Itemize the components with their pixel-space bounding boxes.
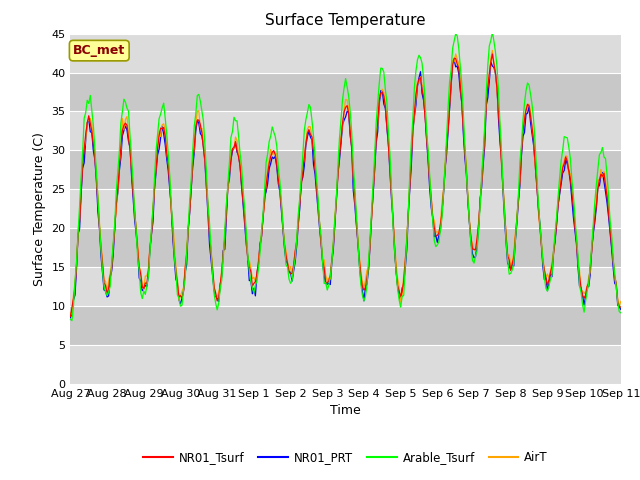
Bar xyxy=(70,111,621,150)
Bar xyxy=(70,345,621,384)
Arable_Tsurf xyxy=(617,310,625,316)
AirT xyxy=(67,310,74,316)
Arable_Tsurf xyxy=(381,86,389,92)
Bar xyxy=(70,34,621,72)
Bar xyxy=(70,228,621,267)
NR01_PRT xyxy=(169,236,177,242)
NR01_PRT xyxy=(451,57,458,63)
Title: Surface Temperature: Surface Temperature xyxy=(266,13,426,28)
AirT xyxy=(617,299,625,304)
NR01_Tsurf xyxy=(169,230,177,236)
Arable_Tsurf xyxy=(488,29,496,35)
X-axis label: Time: Time xyxy=(330,405,361,418)
Line: NR01_PRT: NR01_PRT xyxy=(70,60,621,318)
Arable_Tsurf xyxy=(400,292,408,298)
Y-axis label: Surface Temperature (C): Surface Temperature (C) xyxy=(33,132,46,286)
Arable_Tsurf xyxy=(67,316,74,322)
Legend: NR01_Tsurf, NR01_PRT, Arable_Tsurf, AirT: NR01_Tsurf, NR01_PRT, Arable_Tsurf, AirT xyxy=(138,446,553,468)
Text: BC_met: BC_met xyxy=(73,44,125,57)
AirT xyxy=(553,216,561,222)
NR01_PRT xyxy=(380,101,388,107)
Bar xyxy=(70,189,621,228)
Bar xyxy=(70,306,621,345)
Bar xyxy=(70,267,621,306)
NR01_PRT xyxy=(67,315,74,321)
NR01_Tsurf xyxy=(398,288,406,294)
Arable_Tsurf xyxy=(170,254,178,260)
AirT xyxy=(412,96,420,102)
AirT xyxy=(170,241,178,247)
Line: NR01_Tsurf: NR01_Tsurf xyxy=(70,54,621,316)
Arable_Tsurf xyxy=(412,68,420,74)
NR01_PRT xyxy=(411,113,419,119)
NR01_Tsurf xyxy=(551,237,559,243)
NR01_Tsurf xyxy=(67,313,74,319)
Arable_Tsurf xyxy=(83,97,91,103)
NR01_Tsurf xyxy=(411,110,419,116)
Arable_Tsurf xyxy=(68,318,76,324)
NR01_Tsurf xyxy=(488,51,496,57)
AirT xyxy=(381,103,389,108)
Bar xyxy=(70,150,621,189)
AirT xyxy=(488,48,496,53)
NR01_PRT xyxy=(551,238,559,243)
NR01_Tsurf xyxy=(82,132,90,137)
Arable_Tsurf xyxy=(553,215,561,220)
NR01_Tsurf xyxy=(617,304,625,310)
NR01_Tsurf xyxy=(380,94,388,99)
NR01_PRT xyxy=(82,138,90,144)
NR01_PRT xyxy=(617,307,625,312)
AirT xyxy=(68,312,76,317)
AirT xyxy=(400,273,408,278)
Line: AirT: AirT xyxy=(70,50,621,314)
NR01_PRT xyxy=(398,285,406,291)
AirT xyxy=(83,120,91,125)
Bar xyxy=(70,72,621,111)
Line: Arable_Tsurf: Arable_Tsurf xyxy=(70,32,621,321)
